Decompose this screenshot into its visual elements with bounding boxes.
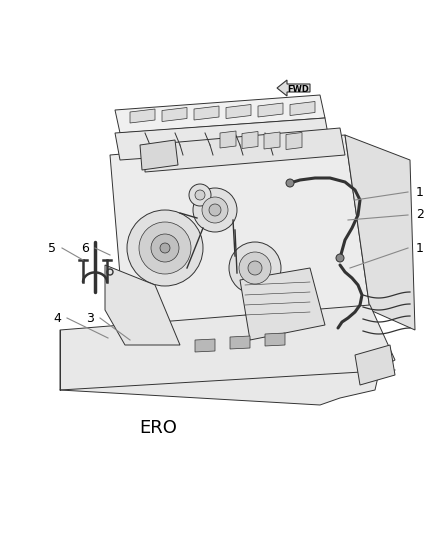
Polygon shape	[230, 336, 250, 349]
Polygon shape	[345, 135, 415, 330]
Circle shape	[248, 261, 262, 275]
Text: 5: 5	[48, 241, 56, 254]
Text: ERO: ERO	[139, 419, 177, 437]
Circle shape	[229, 242, 281, 294]
Polygon shape	[286, 133, 302, 149]
Polygon shape	[277, 80, 310, 96]
Polygon shape	[290, 101, 315, 116]
Circle shape	[202, 197, 228, 223]
Circle shape	[336, 254, 344, 262]
Polygon shape	[115, 118, 330, 160]
Circle shape	[160, 243, 170, 253]
Polygon shape	[264, 132, 280, 149]
Polygon shape	[195, 339, 215, 352]
Polygon shape	[105, 265, 180, 345]
Text: 6: 6	[81, 241, 89, 254]
Polygon shape	[60, 305, 395, 405]
Polygon shape	[258, 103, 283, 117]
Polygon shape	[194, 106, 219, 120]
Text: FWD: FWD	[287, 85, 309, 93]
Text: 1: 1	[416, 241, 424, 254]
Circle shape	[127, 210, 203, 286]
Text: 2: 2	[416, 208, 424, 222]
Polygon shape	[220, 131, 236, 148]
Circle shape	[151, 234, 179, 262]
Circle shape	[286, 179, 294, 187]
Circle shape	[239, 252, 271, 284]
Polygon shape	[130, 109, 155, 123]
Polygon shape	[355, 345, 395, 385]
Circle shape	[195, 190, 205, 200]
Text: 4: 4	[53, 311, 61, 325]
Polygon shape	[226, 104, 251, 118]
Circle shape	[209, 204, 221, 216]
Polygon shape	[115, 95, 325, 133]
Text: 3: 3	[86, 311, 94, 325]
Text: 1: 1	[416, 185, 424, 198]
Polygon shape	[140, 140, 178, 170]
Polygon shape	[110, 135, 370, 335]
Polygon shape	[162, 108, 187, 122]
Circle shape	[193, 188, 237, 232]
Polygon shape	[240, 268, 325, 340]
Polygon shape	[265, 333, 285, 346]
Polygon shape	[145, 128, 345, 172]
Circle shape	[189, 184, 211, 206]
Circle shape	[139, 222, 191, 274]
Polygon shape	[242, 132, 258, 149]
